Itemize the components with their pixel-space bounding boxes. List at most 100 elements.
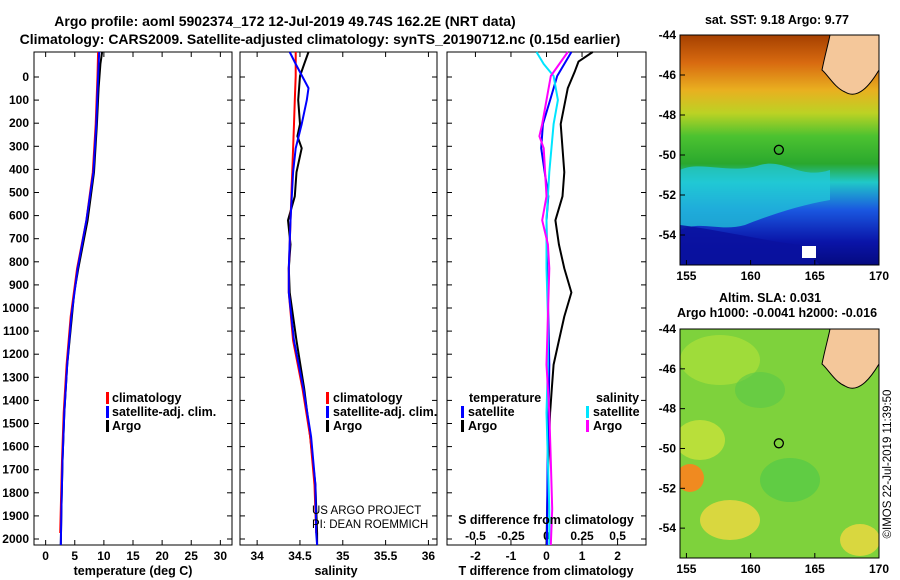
depth-tick-label: 600 bbox=[9, 209, 29, 223]
depth-tick-label: 1600 bbox=[2, 440, 29, 454]
figure-title-line2: Climatology: CARS2009. Satellite-adjuste… bbox=[20, 31, 621, 47]
s-difference-axis-label: S difference from climatology bbox=[458, 513, 634, 527]
legend-argo-swatch bbox=[326, 420, 329, 432]
map-y-tick-label: -46 bbox=[659, 68, 677, 82]
sla-blob bbox=[735, 372, 785, 408]
sst-map: sat. SST: 9.18 Argo: 9.77 155 160 165 170 -4… bbox=[659, 13, 890, 283]
depth-tick-label: 700 bbox=[9, 232, 29, 246]
depth-tick-label: 1400 bbox=[2, 393, 29, 407]
imos-timestamp: ©IMOS 22-Jul-2019 11:39:50 bbox=[882, 390, 894, 539]
map-y-tick-label: -54 bbox=[659, 521, 677, 535]
x-tick-label: 10 bbox=[97, 549, 111, 563]
map-x-tick-label: 170 bbox=[869, 269, 889, 283]
depth-tick-label: 2000 bbox=[2, 532, 29, 546]
project-credit: US ARGO PROJECT bbox=[312, 505, 421, 517]
x-tick-label: 0 bbox=[543, 549, 550, 563]
map-y-tick-label: -48 bbox=[659, 108, 677, 122]
pi-credit: PI: DEAN ROEMMICH bbox=[312, 519, 428, 531]
depth-axis: 0 100 200 300 400 500 600 700 800 900 1000 1100 1200… bbox=[2, 70, 646, 546]
map-x-tick-label: 155 bbox=[676, 269, 696, 283]
legend-t-argo-swatch bbox=[461, 420, 464, 432]
depth-tick-label: 500 bbox=[9, 186, 29, 200]
legend-satellite-swatch bbox=[106, 406, 109, 418]
series-line-satellite-adj-clim- bbox=[287, 51, 319, 546]
x-tick-label: 34.5 bbox=[288, 549, 312, 563]
map-x-tick-label: 165 bbox=[805, 269, 825, 283]
sla-map-title: Altim. SLA: 0.031 bbox=[719, 291, 821, 305]
depth-tick-label: 100 bbox=[9, 93, 29, 107]
x-tick-label: 30 bbox=[214, 549, 228, 563]
x-tick-label: 5 bbox=[71, 549, 78, 563]
map-x-tick-label: 170 bbox=[869, 562, 889, 576]
legend-climatology-label: climatology bbox=[333, 391, 403, 405]
legend-satellite-label: satellite-adj. clim. bbox=[333, 405, 437, 419]
temperature-legend: climatology satellite-adj. clim. Argo bbox=[106, 391, 216, 433]
salinity-legend: climatology satellite-adj. clim. Argo US… bbox=[312, 391, 437, 531]
temperature-panel-frame bbox=[33, 51, 233, 546]
depth-tick-label: 1800 bbox=[2, 486, 29, 500]
depth-tick-label: 200 bbox=[9, 116, 29, 130]
legend-climatology-swatch bbox=[326, 392, 329, 404]
x-tick-label: 20 bbox=[155, 549, 169, 563]
depth-tick-label: 300 bbox=[9, 139, 29, 153]
legend-t-satellite-swatch bbox=[461, 406, 464, 418]
sla-blob bbox=[680, 420, 725, 460]
s-tick-label: 0.25 bbox=[570, 529, 594, 543]
sla-blob bbox=[840, 524, 879, 556]
sla-map-ticks: 155 160 165 170 -44 -46 -48 -50 -52 -54 bbox=[659, 322, 890, 576]
sla-blob bbox=[760, 458, 820, 502]
legend-argo-swatch bbox=[106, 420, 109, 432]
legend-t-satellite-label: satellite bbox=[468, 405, 515, 419]
x-tick-label: 15 bbox=[126, 549, 140, 563]
float-position-marker bbox=[773, 144, 785, 155]
depth-tick-label: 1200 bbox=[2, 347, 29, 361]
difference-legend: temperature satellite Argo salinity sate… bbox=[458, 391, 639, 527]
x-tick-label: 1 bbox=[579, 549, 586, 563]
t-difference-axis-label: T difference from climatology bbox=[458, 564, 633, 578]
legend-climatology-swatch bbox=[106, 392, 109, 404]
x-tick-label: 36 bbox=[422, 549, 436, 563]
map-y-tick-label: -52 bbox=[659, 481, 677, 495]
legend-climatology-label: climatology bbox=[112, 391, 182, 405]
legend-salinity-title: salinity bbox=[596, 391, 639, 405]
depth-tick-label: 900 bbox=[9, 278, 29, 292]
legend-argo-label: Argo bbox=[112, 419, 142, 433]
float-position-marker bbox=[773, 438, 785, 449]
depth-tick-label: 400 bbox=[9, 162, 29, 176]
sst-cold-pool bbox=[680, 225, 820, 265]
map-y-tick-label: -52 bbox=[659, 188, 677, 202]
map-x-tick-label: 155 bbox=[676, 562, 696, 576]
sla-blob bbox=[700, 500, 760, 540]
map-y-tick-label: -50 bbox=[659, 441, 677, 455]
map-y-tick-label: -46 bbox=[659, 362, 677, 376]
new-zealand-land bbox=[821, 329, 879, 389]
legend-s-satellite-swatch bbox=[586, 406, 589, 418]
legend-satellite-swatch bbox=[326, 406, 329, 418]
profile-panels: 0 5 10 15 20 25 30 34 34.5 35 35.5 36 -2 -1 0 1 2 -0.5 -0.… bbox=[42, 51, 626, 563]
series-line-satellite-adj-clim- bbox=[59, 51, 101, 546]
map-x-tick-label: 160 bbox=[741, 562, 761, 576]
s-tick-label: -0.5 bbox=[465, 529, 486, 543]
map-y-tick-label: -48 bbox=[659, 402, 677, 416]
temperature-axis-label: temperature (deg C) bbox=[74, 564, 193, 578]
legend-argo-label: Argo bbox=[333, 419, 363, 433]
legend-satellite-label: satellite-adj. clim. bbox=[112, 405, 216, 419]
s-tick-label: -0.25 bbox=[497, 529, 525, 543]
map-y-tick-label: -44 bbox=[659, 28, 677, 42]
sst-map-title: sat. SST: 9.18 Argo: 9.77 bbox=[705, 13, 849, 27]
legend-t-argo-label: Argo bbox=[468, 419, 498, 433]
x-tick-label: -1 bbox=[506, 549, 517, 563]
depth-tick-label: 1900 bbox=[2, 509, 29, 523]
new-zealand-land bbox=[821, 35, 879, 95]
x-tick-label: 0 bbox=[42, 549, 49, 563]
x-tick-label: 34 bbox=[250, 549, 264, 563]
s-tick-label: 0.5 bbox=[609, 529, 626, 543]
x-tick-label: 25 bbox=[185, 549, 199, 563]
sla-map-frame bbox=[679, 328, 880, 559]
legend-s-argo-label: Argo bbox=[593, 419, 623, 433]
depth-tick-label: 1700 bbox=[2, 463, 29, 477]
depth-tick-label: 800 bbox=[9, 255, 29, 269]
sst-cold-filament bbox=[680, 163, 830, 230]
depth-tick-label: 0 bbox=[22, 70, 29, 84]
